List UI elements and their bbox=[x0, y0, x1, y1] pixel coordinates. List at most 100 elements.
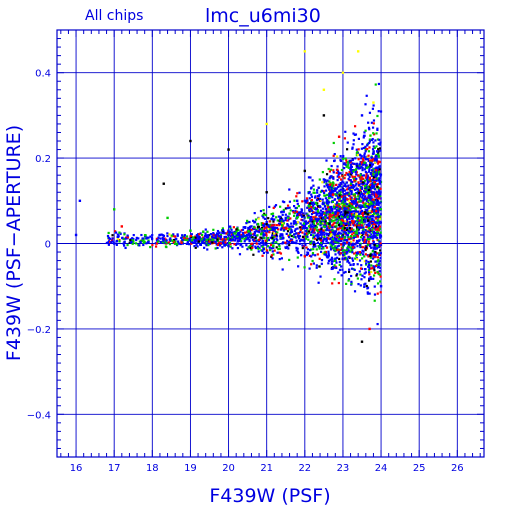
data-point bbox=[329, 238, 332, 241]
data-point bbox=[351, 158, 354, 162]
data-point bbox=[214, 236, 217, 239]
data-point bbox=[343, 206, 346, 210]
data-point bbox=[337, 171, 340, 174]
data-point bbox=[214, 247, 217, 250]
data-point bbox=[340, 215, 343, 218]
data-point bbox=[312, 222, 316, 225]
data-point bbox=[288, 233, 292, 236]
data-point bbox=[335, 239, 338, 242]
data-point bbox=[363, 196, 367, 199]
data-point bbox=[319, 197, 322, 201]
data-point bbox=[251, 227, 254, 231]
data-point bbox=[282, 222, 285, 225]
data-point bbox=[359, 167, 362, 170]
data-point bbox=[284, 227, 287, 230]
data-point bbox=[335, 208, 339, 211]
data-point bbox=[344, 163, 347, 166]
data-point bbox=[371, 257, 375, 260]
data-point bbox=[379, 213, 382, 216]
data-point bbox=[241, 245, 244, 248]
data-point bbox=[310, 200, 313, 203]
data-point bbox=[181, 234, 184, 237]
data-point bbox=[280, 218, 284, 221]
data-point bbox=[257, 229, 261, 232]
data-point bbox=[305, 235, 308, 238]
data-point bbox=[346, 233, 349, 237]
data-point bbox=[368, 209, 371, 213]
data-point bbox=[355, 187, 358, 190]
data-point bbox=[344, 130, 347, 133]
data-point bbox=[375, 190, 378, 193]
data-point bbox=[329, 168, 333, 171]
data-point bbox=[378, 138, 381, 141]
data-point bbox=[362, 192, 365, 196]
data-point bbox=[275, 224, 278, 227]
data-point bbox=[376, 193, 379, 196]
data-point bbox=[357, 137, 361, 140]
data-point bbox=[216, 239, 220, 242]
data-point bbox=[375, 145, 378, 148]
data-point bbox=[359, 226, 363, 229]
data-point bbox=[123, 233, 126, 236]
data-point bbox=[221, 230, 224, 233]
data-point bbox=[355, 215, 358, 218]
data-point bbox=[302, 222, 306, 225]
data-point bbox=[334, 212, 337, 216]
data-point bbox=[322, 229, 325, 232]
data-point bbox=[288, 200, 292, 203]
data-point bbox=[305, 253, 308, 257]
data-point bbox=[331, 246, 334, 249]
data-point bbox=[360, 176, 363, 179]
data-point bbox=[362, 197, 366, 200]
data-point bbox=[379, 231, 382, 234]
data-point bbox=[340, 224, 343, 228]
data-point bbox=[346, 161, 350, 164]
data-point bbox=[131, 237, 134, 240]
data-point bbox=[334, 225, 337, 228]
data-point bbox=[166, 232, 169, 235]
data-point bbox=[326, 199, 329, 202]
data-point bbox=[309, 223, 312, 226]
data-point bbox=[332, 231, 335, 234]
data-point bbox=[324, 222, 327, 225]
data-point bbox=[309, 207, 312, 210]
data-point bbox=[271, 232, 274, 235]
data-point bbox=[321, 216, 325, 220]
data-point bbox=[270, 243, 273, 247]
data-point bbox=[233, 243, 236, 246]
data-point bbox=[379, 291, 382, 294]
data-point bbox=[265, 220, 268, 224]
data-point bbox=[240, 233, 243, 237]
data-point bbox=[375, 245, 379, 248]
data-point bbox=[271, 234, 274, 237]
data-point bbox=[373, 167, 376, 170]
data-point bbox=[368, 224, 371, 227]
data-point bbox=[377, 142, 380, 145]
data-point bbox=[369, 159, 373, 162]
data-point bbox=[368, 140, 372, 143]
data-point bbox=[314, 206, 317, 209]
data-point bbox=[332, 214, 335, 217]
data-point bbox=[345, 159, 348, 162]
data-point bbox=[355, 274, 358, 277]
data-point bbox=[233, 232, 236, 235]
data-point bbox=[376, 177, 379, 180]
data-point bbox=[377, 246, 381, 249]
data-point bbox=[262, 247, 265, 251]
data-point bbox=[257, 247, 260, 250]
data-point bbox=[326, 216, 329, 219]
data-point bbox=[243, 240, 246, 243]
data-point bbox=[373, 266, 376, 269]
data-point bbox=[227, 234, 230, 237]
data-point bbox=[129, 238, 132, 242]
data-point bbox=[351, 146, 354, 149]
data-point bbox=[106, 234, 110, 238]
data-point bbox=[261, 222, 265, 225]
data-point bbox=[248, 235, 251, 238]
data-point bbox=[303, 238, 306, 241]
data-point bbox=[353, 168, 356, 172]
data-point bbox=[307, 192, 310, 195]
data-point bbox=[355, 254, 358, 257]
data-point bbox=[236, 242, 239, 245]
